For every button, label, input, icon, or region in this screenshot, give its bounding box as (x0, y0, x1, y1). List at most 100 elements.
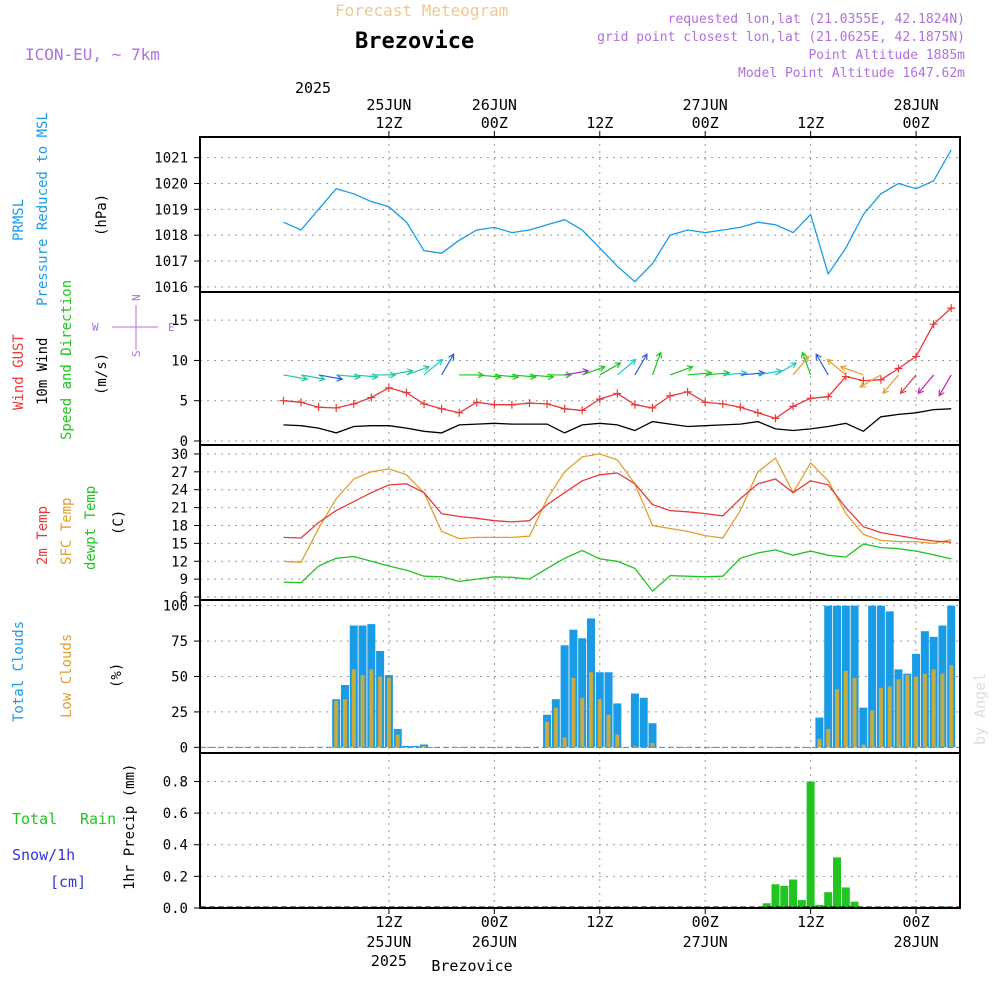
precipitation-ytick-label: 0.0 (163, 901, 188, 917)
wind-direction-arrow (792, 355, 810, 376)
dewpt-temp-line (283, 543, 952, 593)
gust-marker (894, 364, 903, 373)
gust-marker (876, 375, 885, 384)
low-cloud-bar (896, 679, 901, 748)
bottom-time-label: 00Z (692, 913, 719, 931)
wind-direction-arrow (775, 362, 798, 376)
low-cloud-bar (422, 745, 427, 748)
wind-ytick-label: 0 (180, 434, 188, 450)
wind-direction-arrow (406, 365, 431, 376)
top-date-label: 25JUN (366, 96, 411, 114)
gust-marker (683, 387, 692, 396)
total-cloud-bar (876, 605, 885, 748)
clouds-ytick-label: 25 (171, 705, 188, 721)
low-cloud-bar (351, 669, 356, 748)
precipitation-ytick-label: 0.4 (163, 838, 188, 854)
total-cloud-bar (815, 717, 824, 748)
low-cloud-bar (588, 672, 593, 748)
wind-speed-dir-label: Speed and Direction (59, 280, 75, 440)
gust-marker (578, 406, 587, 415)
rain-bar (824, 892, 833, 908)
gust-marker (824, 392, 833, 401)
low-cloud-bar (562, 737, 567, 748)
rain-bar (780, 885, 789, 908)
bottom-time-label: 00Z (903, 913, 930, 931)
wind-direction-arrow (423, 358, 444, 376)
gust-marker (420, 399, 429, 408)
bottom-time-label: 12Z (375, 913, 402, 931)
bottom-date-label: 27JUN (683, 933, 728, 951)
pressure-reduced-label: Pressure Reduced to MSL (35, 112, 51, 306)
gust-marker (332, 403, 341, 412)
wind-direction-arrow (651, 351, 663, 376)
low-cloud-bar (369, 669, 374, 748)
prmsl-line (283, 149, 952, 283)
temp-unit-label: (C) (111, 510, 127, 535)
gust-marker (595, 395, 604, 404)
compass-n: N (130, 294, 143, 301)
gust-marker (490, 400, 499, 409)
gust-marker (736, 403, 745, 412)
requested-coords: requested lon,lat (21.0355E, 42.1824N) (668, 12, 965, 27)
total-cloud-bar (832, 605, 841, 748)
rain-bar (850, 901, 859, 908)
gust-marker (402, 388, 411, 397)
low-cloud-bar (334, 700, 339, 748)
wind-direction-arrow (882, 374, 899, 395)
wind-direction-arrow (669, 365, 694, 376)
top-date-label: 27JUN (683, 96, 728, 114)
low-clouds-label: Low Clouds (59, 634, 75, 718)
watermark: by Angel (971, 673, 989, 745)
wind-direction-arrow (859, 374, 882, 388)
low-cloud-bar (632, 745, 637, 748)
gust-marker (455, 408, 464, 417)
temperature-ytick-label: 21 (171, 501, 188, 517)
gust-marker (472, 398, 481, 407)
total-cloud-bar (411, 745, 420, 748)
precip-unit-label: 1hr Precip (mm) (122, 764, 138, 890)
gust-marker (560, 404, 569, 413)
low-cloud-bar (940, 673, 945, 748)
temperature-ytick-label: 9 (180, 572, 188, 588)
low-cloud-bar (395, 734, 400, 748)
wind-10m-line (283, 408, 952, 434)
gust-marker (314, 403, 323, 412)
low-cloud-bar (650, 743, 655, 748)
pressure-ytick-label: 1016 (154, 280, 188, 296)
gust-marker (912, 352, 921, 361)
gust-marker (701, 398, 710, 407)
top-time-label: 12Z (797, 114, 824, 132)
model-altitude: Model Point Altitude 1647.62m (738, 66, 965, 81)
wind-direction-arrow (839, 365, 864, 376)
top-date-label: 28JUN (893, 96, 938, 114)
wind-direction-arrow (815, 353, 829, 376)
precipitation-ytick-label: 0.2 (163, 869, 188, 885)
low-cloud-bar (861, 744, 866, 748)
temp-sfc-label: SFC Temp (59, 498, 75, 565)
wind-direction-arrow (917, 374, 935, 395)
bottom-year-label: 2025 (371, 952, 407, 970)
clouds-ytick-label: 0 (180, 740, 188, 756)
rain-bar (815, 904, 824, 908)
low-cloud-bar (342, 699, 347, 748)
wind-ytick-label: 15 (171, 313, 188, 329)
gust-marker (841, 372, 850, 381)
bottom-date-label: 28JUN (893, 933, 938, 951)
compass-s: S (130, 350, 143, 357)
low-cloud-bar (834, 689, 839, 748)
pressure-ytick-label: 1021 (154, 151, 188, 167)
low-cloud-bar (545, 721, 550, 748)
rain-bar (789, 879, 798, 908)
prmsl-label: PRMSL (11, 199, 27, 241)
wind-direction-arrow (899, 374, 917, 395)
wind-direction-arrow (826, 358, 847, 376)
wind-direction-arrow (740, 369, 766, 377)
wind-ytick-label: 10 (171, 353, 188, 369)
gust-marker (630, 400, 639, 409)
clouds-unit-label: (%) (109, 663, 125, 688)
temperature-ytick-label: 30 (171, 447, 188, 463)
bottom-time-label: 12Z (586, 913, 613, 931)
temperature-ytick-label: 6 (180, 590, 188, 606)
pressure-ytick-label: 1018 (154, 228, 188, 244)
top-year-label: 2025 (295, 79, 331, 97)
